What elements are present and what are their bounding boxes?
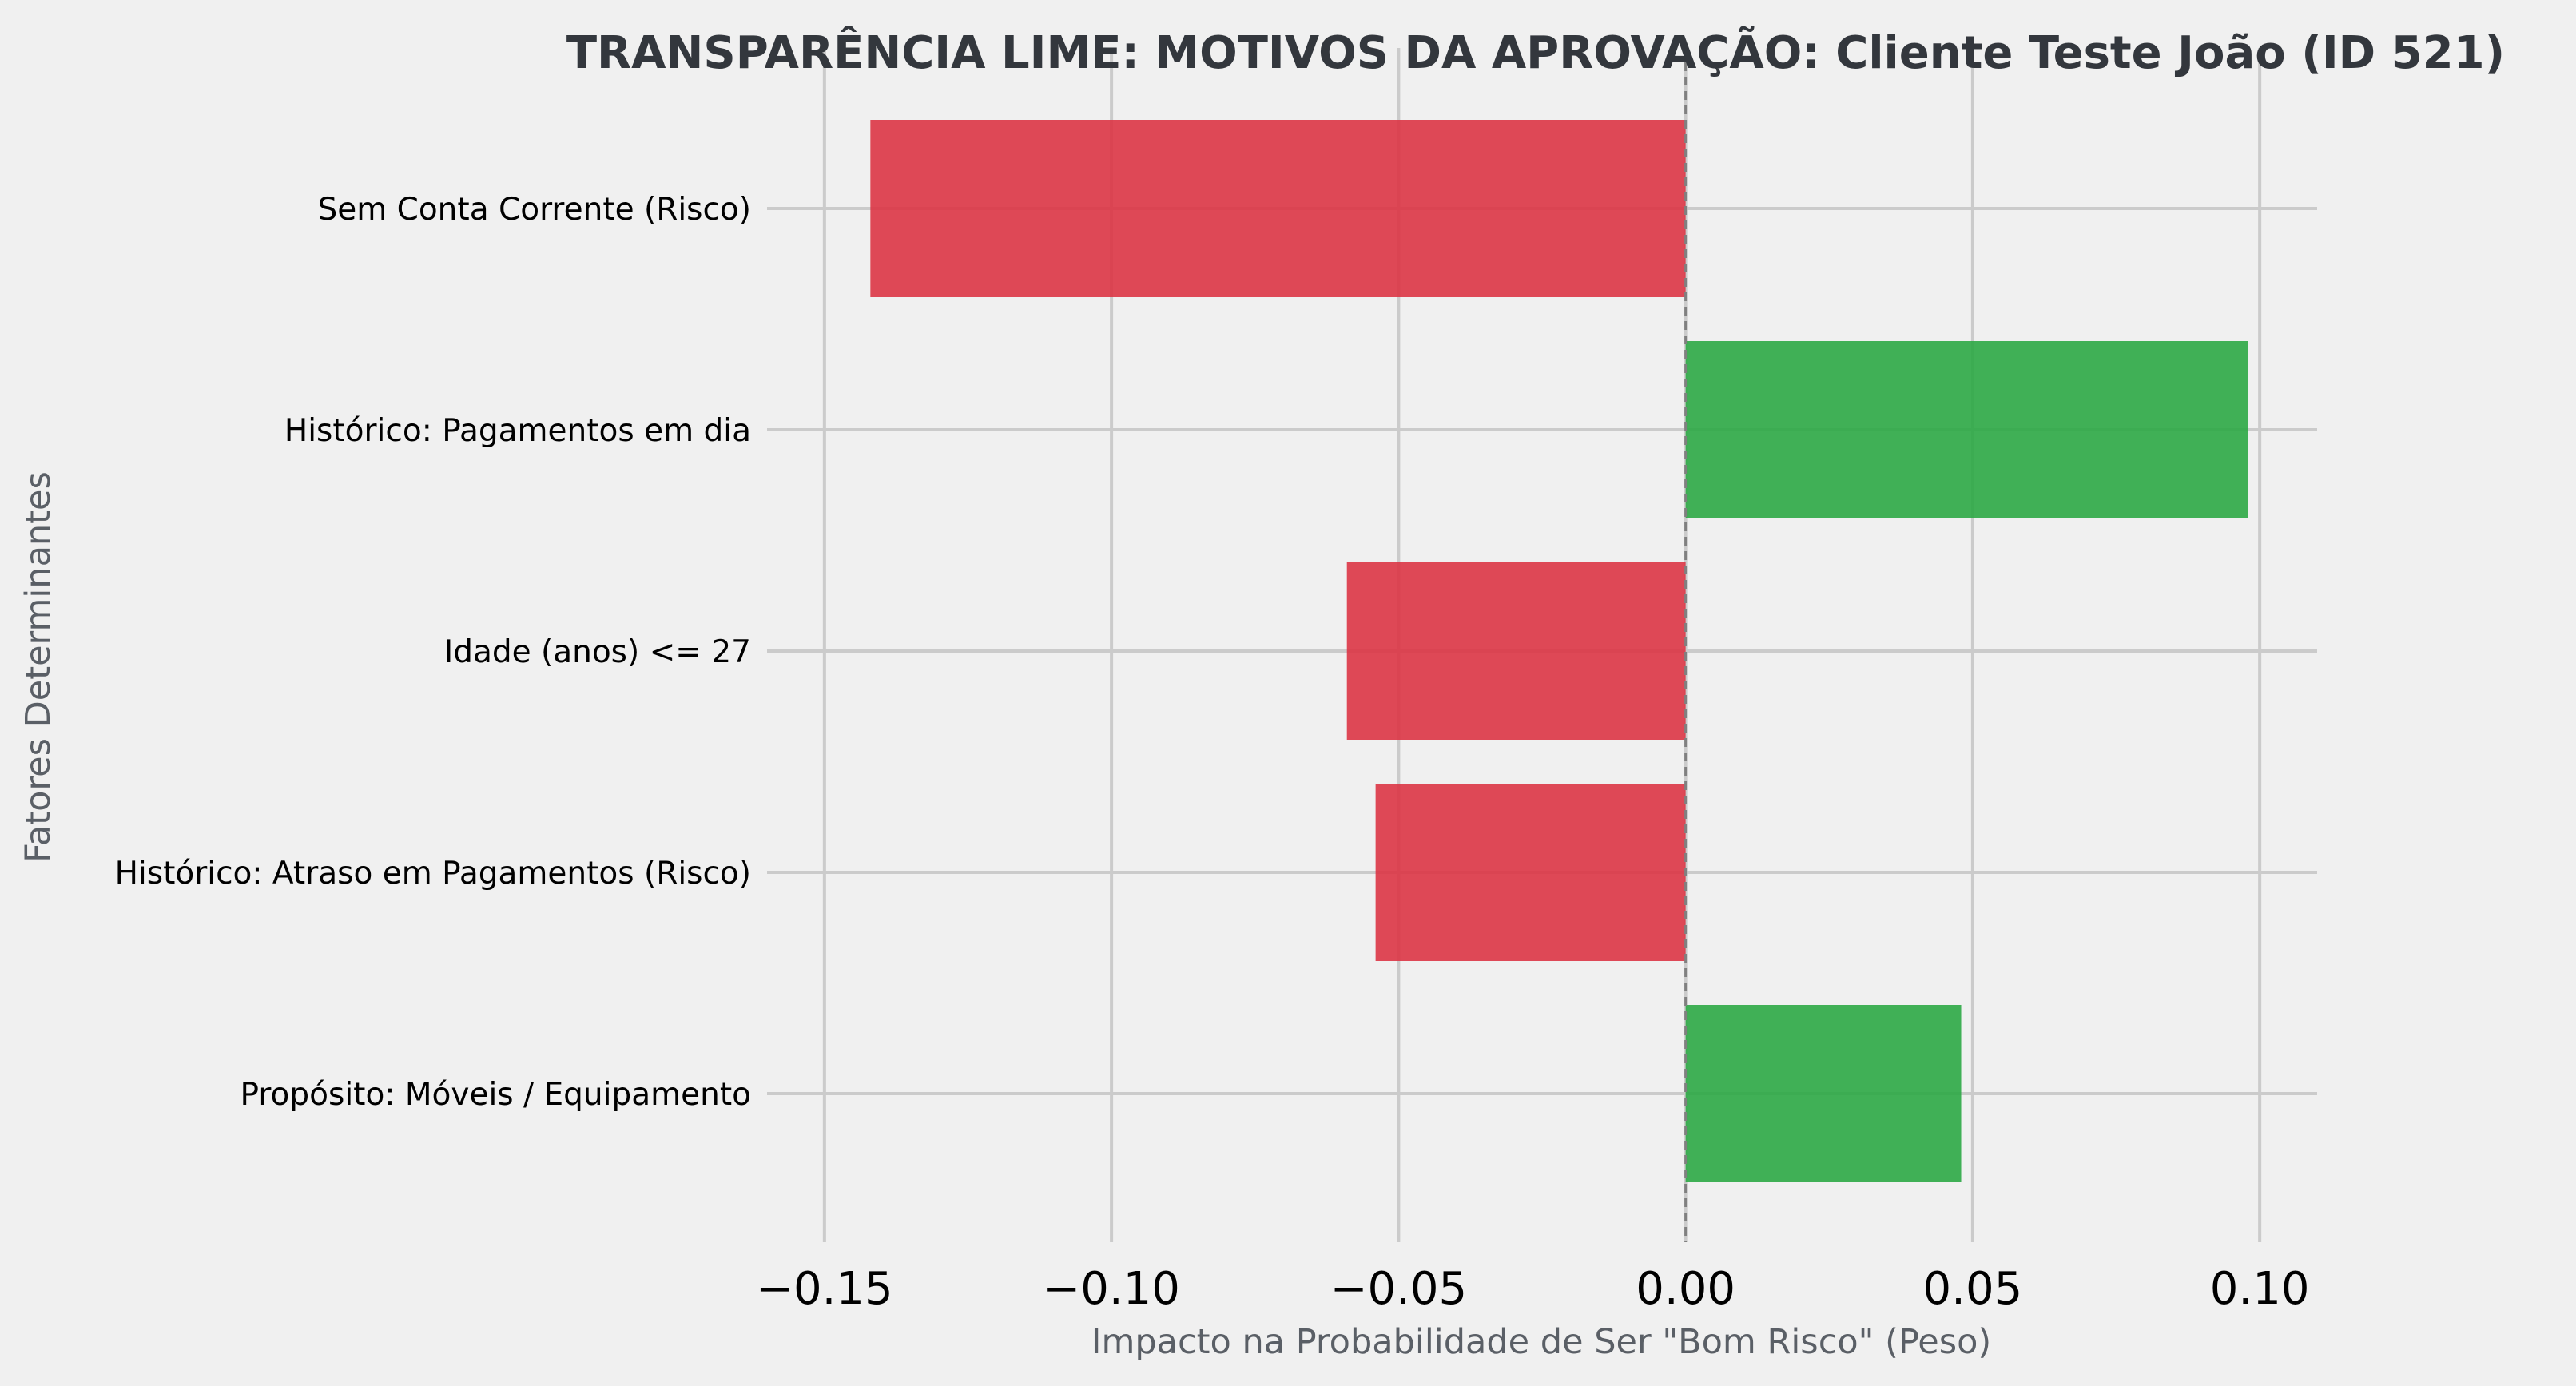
x-tick-labels: −0.15 −0.10 −0.05 0.00 0.05 0.10 — [756, 1263, 2309, 1315]
category-label: Idade (anos) <= 27 — [444, 634, 751, 670]
bar-negative — [1375, 784, 1686, 961]
bar-negative — [1346, 562, 1686, 740]
x-tick-label: 0.05 — [1923, 1263, 2023, 1315]
x-tick-label: −0.05 — [1330, 1263, 1468, 1315]
x-tick-label: −0.10 — [1043, 1263, 1180, 1315]
category-label: Propósito: Móveis / Equipamento — [241, 1077, 751, 1113]
bar-negative — [870, 120, 1686, 297]
chart-title: TRANSPARÊNCIA LIME: MOTIVOS DA APROVAÇÃO… — [566, 26, 2505, 79]
bars — [870, 120, 2248, 1182]
y-axis-label: Fatores Determinantes — [18, 471, 58, 863]
x-tick-label: −0.15 — [756, 1263, 893, 1315]
y-tick-labels: Sem Conta Corrente (Risco) Histórico: Pag… — [115, 192, 751, 1113]
x-tick-label: 0.00 — [1636, 1263, 1735, 1315]
x-tick-label: 0.10 — [2210, 1263, 2310, 1315]
category-label: Sem Conta Corrente (Risco) — [317, 192, 751, 228]
x-axis-label: Impacto na Probabilidade de Ser "Bom Ris… — [1091, 1322, 1991, 1362]
bar-positive — [1685, 1005, 1962, 1182]
category-label: Histórico: Atraso em Pagamentos (Risco) — [115, 856, 751, 892]
bar-positive — [1685, 341, 2248, 518]
category-label: Histórico: Pagamentos em dia — [284, 413, 751, 449]
